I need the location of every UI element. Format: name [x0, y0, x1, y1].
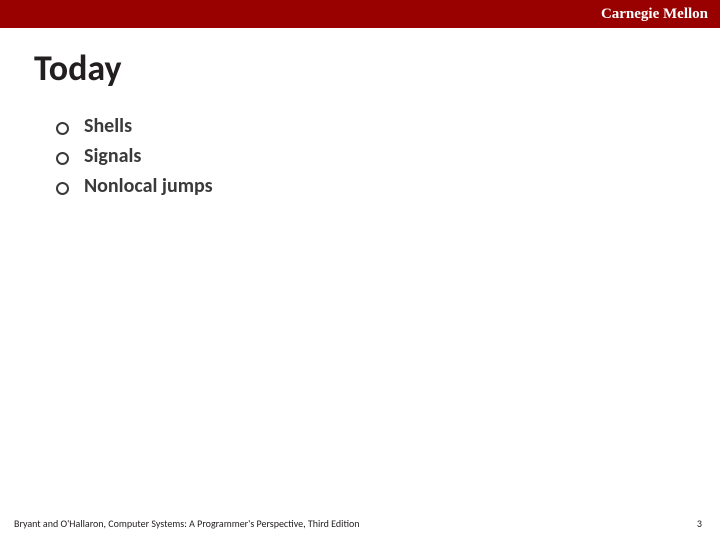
institution-name: Carnegie Mellon: [601, 6, 708, 23]
header-bar: Carnegie Mellon: [0, 0, 720, 28]
footer-citation: Bryant and O'Hallaron, Computer Systems:…: [14, 517, 360, 530]
bullet-list: Shells Signals Nonlocal jumps: [56, 114, 720, 198]
bullet-text: Signals: [84, 144, 141, 168]
list-item: Shells: [56, 114, 720, 138]
footer: Bryant and O'Hallaron, Computer Systems:…: [0, 517, 720, 530]
list-item: Signals: [56, 144, 720, 168]
bullet-text: Shells: [84, 114, 132, 138]
page-number: 3: [697, 517, 702, 530]
list-item: Nonlocal jumps: [56, 174, 720, 198]
slide-title: Today: [34, 46, 720, 90]
bullet-text: Nonlocal jumps: [84, 174, 213, 198]
